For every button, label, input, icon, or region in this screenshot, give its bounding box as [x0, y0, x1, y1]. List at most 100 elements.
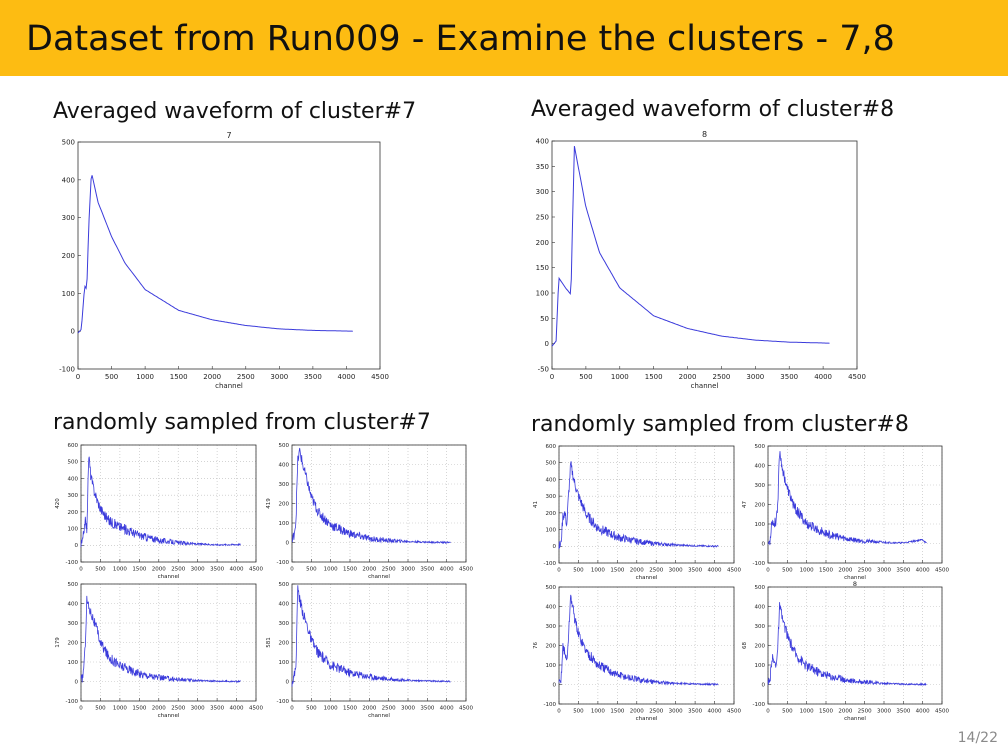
x-tick-label: 500 [95, 706, 106, 712]
x-tick-label: 3500 [420, 706, 434, 712]
series-line [80, 456, 241, 548]
chart-r8a: 0 500 1000 1500 2000 2500 3000 3500 4000 4500-100… [533, 444, 741, 581]
x-axis-label: channel [636, 716, 658, 722]
heading-random-cluster-7: randomly sampled from cluster#7 [53, 410, 431, 435]
y-tick-label: 300 [536, 188, 549, 196]
y-axis-label: 76 [533, 642, 539, 649]
x-tick-label: 4000 [440, 706, 454, 712]
chart-avg7: 0 500 1000 1500 2000 2500 3000 3500 4000 4500-100… [59, 131, 389, 390]
x-tick-label: 1000 [800, 709, 814, 715]
chart-r7c: 0 500 1000 1500 2000 2500 3000 3500 4000 4500-100… [55, 582, 263, 719]
x-tick-label: 0 [290, 706, 294, 712]
x-tick-label: 4000 [708, 568, 722, 574]
x-tick-label: 3500 [210, 706, 224, 712]
chart-r7d: 0 500 1000 1500 2000 2500 3000 3500 4000 4500-100… [266, 582, 473, 719]
x-tick-label: 3000 [669, 709, 683, 715]
x-tick-label: 2000 [152, 706, 166, 712]
x-tick-label: 3500 [896, 568, 910, 574]
x-tick-label: 2500 [649, 568, 663, 574]
y-tick-label: 400 [68, 601, 79, 607]
x-tick-label: 500 [782, 568, 793, 574]
x-tick-label: 0 [557, 709, 561, 715]
page-number: 14/22 [957, 730, 998, 746]
y-tick-label: 100 [755, 663, 766, 669]
series-line [558, 461, 719, 550]
y-tick-label: 500 [68, 582, 79, 588]
y-axis-label: 179 [55, 637, 61, 648]
y-tick-label: 0 [553, 544, 557, 550]
heading-avg-cluster-7: Averaged waveform of cluster#7 [53, 99, 417, 124]
x-tick-label: 4000 [708, 709, 722, 715]
y-tick-label: 500 [755, 585, 766, 591]
x-tick-label: 2500 [858, 709, 872, 715]
y-tick-label: 200 [68, 640, 79, 646]
y-tick-label: -100 [66, 699, 79, 705]
x-axis-label: channel [691, 382, 719, 390]
y-tick-label: 300 [279, 482, 290, 488]
x-tick-label: 2500 [171, 567, 185, 573]
x-tick-label: 3000 [270, 373, 288, 381]
x-tick-label: 500 [105, 373, 118, 381]
title-bar [0, 0, 1008, 76]
x-tick-label: 4500 [848, 373, 866, 381]
x-tick-label: 0 [550, 373, 554, 381]
x-tick-label: 2500 [237, 373, 255, 381]
y-tick-label: 0 [286, 540, 290, 546]
x-tick-label: 4000 [440, 567, 454, 573]
y-tick-label: 500 [546, 585, 557, 591]
y-tick-label: 0 [75, 679, 79, 685]
x-tick-label: 3000 [877, 709, 891, 715]
y-tick-label: 200 [279, 501, 290, 507]
y-tick-label: 300 [755, 624, 766, 630]
y-tick-label: 300 [755, 483, 766, 489]
y-tick-label: 100 [546, 663, 557, 669]
y-tick-label: 500 [62, 138, 75, 146]
y-tick-label: 100 [62, 290, 75, 298]
y-tick-label: -100 [544, 561, 557, 567]
y-tick-label: 200 [755, 502, 766, 508]
chart-r8b: 0 500 1000 1500 2000 2500 3000 3500 4000 4500-100… [742, 444, 949, 588]
x-tick-label: 1500 [610, 568, 624, 574]
series-line [551, 146, 830, 347]
series-line [80, 595, 241, 683]
y-tick-label: 100 [279, 660, 290, 666]
x-tick-label: 1500 [610, 709, 624, 715]
y-tick-label: 250 [536, 213, 549, 221]
y-tick-label: 0 [762, 682, 766, 688]
x-tick-label: 2000 [679, 373, 697, 381]
x-tick-label: 500 [782, 709, 793, 715]
y-tick-label: 100 [68, 526, 79, 532]
series-line [767, 451, 927, 546]
series-line [291, 447, 451, 545]
x-tick-label: 4500 [727, 568, 741, 574]
x-axis-label: channel [158, 574, 180, 580]
x-tick-label: 2500 [713, 373, 731, 381]
y-tick-label: 400 [546, 477, 557, 483]
x-tick-label: 500 [573, 568, 584, 574]
y-tick-label: 300 [62, 214, 75, 222]
x-tick-label: 2500 [171, 706, 185, 712]
x-tick-label: 1000 [136, 373, 154, 381]
x-tick-label: 1500 [170, 373, 188, 381]
x-tick-label: 1000 [324, 706, 338, 712]
y-tick-label: 500 [755, 444, 766, 450]
x-tick-label: 2000 [362, 706, 376, 712]
heading-avg-cluster-8: Averaged waveform of cluster#8 [531, 97, 895, 122]
x-tick-label: 4000 [338, 373, 356, 381]
y-axis-label: 581 [266, 637, 272, 648]
x-tick-label: 0 [76, 373, 80, 381]
y-tick-label: 200 [755, 643, 766, 649]
y-axis-label: 41 [533, 501, 539, 508]
y-tick-label: 200 [546, 511, 557, 517]
x-tick-label: 500 [579, 373, 592, 381]
x-tick-label: 4500 [935, 709, 949, 715]
y-tick-label: 50 [540, 315, 549, 323]
x-tick-label: 2000 [838, 568, 852, 574]
x-tick-label: 0 [766, 709, 770, 715]
x-tick-label: 4000 [916, 568, 930, 574]
x-tick-label: 1500 [645, 373, 663, 381]
y-tick-label: 300 [68, 493, 79, 499]
y-tick-label: -100 [277, 699, 290, 705]
x-tick-label: 1000 [611, 373, 629, 381]
